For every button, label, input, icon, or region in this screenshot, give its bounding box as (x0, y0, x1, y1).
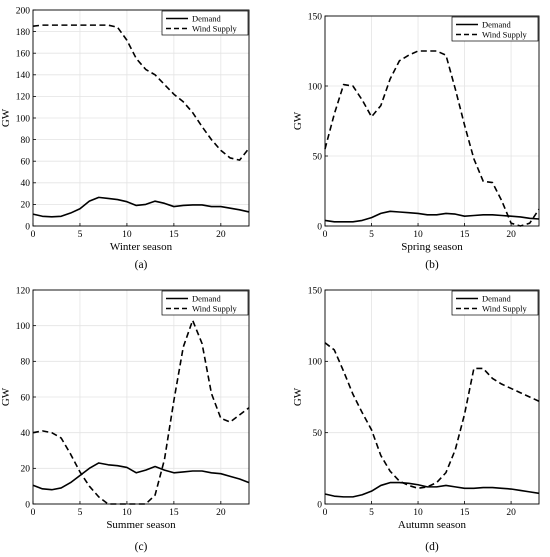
y-tick-label: 80 (21, 358, 31, 368)
y-tick-label: 60 (21, 393, 31, 403)
x-axis-label: Winter season (110, 241, 173, 253)
x-tick-label: 15 (460, 508, 470, 518)
legend-box (451, 16, 539, 42)
y-tick-label: 120 (16, 93, 31, 103)
x-axis-label: Spring season (401, 241, 463, 253)
chart-panel-1: 0 5 10 15 20020406080100120140160180200Deman… (0, 6, 250, 271)
x-tick-label: 0 (323, 508, 328, 518)
x-axis-label: Summer season (106, 519, 176, 531)
y-axis-label: GW (292, 387, 304, 406)
x-tick-label: 20 (506, 230, 516, 240)
x-tick-label: 0 (31, 230, 36, 240)
panel-caption: (b) (425, 259, 439, 271)
legend-label: Demand (192, 14, 222, 24)
y-tick-label: 20 (21, 465, 31, 475)
y-axis-label: GW (0, 108, 12, 127)
x-tick-label: 20 (506, 508, 516, 518)
x-tick-label: 10 (122, 508, 132, 518)
legend-box (161, 10, 249, 36)
plot-frame (32, 9, 250, 227)
series-line-demand (324, 481, 540, 498)
x-tick-label: 10 (122, 230, 132, 240)
y-tick-label: 40 (21, 179, 31, 189)
y-tick-label: 50 (313, 429, 323, 439)
y-tick-label: 180 (16, 28, 31, 38)
y-tick-label: 20 (21, 201, 31, 211)
plot-frame (324, 289, 540, 505)
x-tick-label: 15 (169, 230, 179, 240)
x-tick-label: 5 (78, 230, 83, 240)
y-axis-label: GW (292, 111, 304, 130)
x-tick-label: 5 (369, 508, 374, 518)
series-line-wind-supply (324, 50, 540, 227)
y-axis-label: GW (0, 387, 12, 406)
x-tick-label: 0 (323, 230, 328, 240)
y-tick-label: 160 (16, 50, 31, 60)
x-tick-label: 20 (216, 508, 226, 518)
y-tick-label: 140 (16, 71, 31, 81)
legend-box (161, 290, 249, 316)
panel-caption: (d) (425, 541, 439, 553)
x-tick-label: 5 (369, 230, 374, 240)
legend-label: Demand (482, 294, 512, 304)
x-tick-label: 10 (413, 508, 423, 518)
y-tick-label: 150 (308, 286, 323, 296)
y-tick-label: 0 (317, 500, 322, 510)
y-tick-label: 100 (16, 322, 31, 332)
legend-label: Demand (482, 20, 512, 30)
panel-caption: (c) (135, 541, 148, 553)
x-tick-label: 10 (413, 230, 423, 240)
y-tick-label: 150 (308, 12, 323, 22)
y-tick-label: 200 (16, 6, 31, 16)
series-line-wind-supply (32, 319, 250, 505)
series-line-demand (32, 462, 250, 491)
plot-frame (324, 15, 540, 227)
legend-label: Wind Supply (192, 304, 238, 314)
y-tick-label: 0 (25, 222, 30, 232)
x-axis-label: Autumn season (398, 519, 467, 531)
y-tick-label: 100 (308, 358, 323, 368)
y-tick-label: 100 (308, 82, 323, 92)
legend-label: Wind Supply (192, 24, 238, 34)
legend-label: Demand (192, 294, 222, 304)
y-tick-label: 40 (21, 429, 31, 439)
x-tick-label: 15 (169, 508, 179, 518)
plot-frame (32, 289, 250, 505)
legend-label: Wind Supply (482, 304, 528, 314)
y-tick-label: 60 (21, 158, 31, 168)
y-tick-label: 120 (16, 286, 31, 296)
legend-box (451, 290, 539, 316)
y-tick-label: 50 (313, 152, 323, 162)
legend-label: Wind Supply (482, 30, 528, 40)
series-line-demand (324, 210, 540, 223)
series-line-wind-supply (324, 342, 540, 490)
series-line-demand (32, 196, 250, 218)
x-tick-label: 20 (216, 230, 226, 240)
y-tick-label: 0 (317, 222, 322, 232)
y-tick-label: 0 (25, 500, 30, 510)
panel-caption: (a) (135, 259, 148, 271)
x-tick-label: 5 (78, 508, 83, 518)
x-tick-label: 15 (460, 230, 470, 240)
series-line-wind-supply (32, 24, 250, 161)
y-tick-label: 80 (21, 136, 31, 146)
x-tick-label: 0 (31, 508, 36, 518)
y-tick-label: 100 (16, 114, 31, 124)
